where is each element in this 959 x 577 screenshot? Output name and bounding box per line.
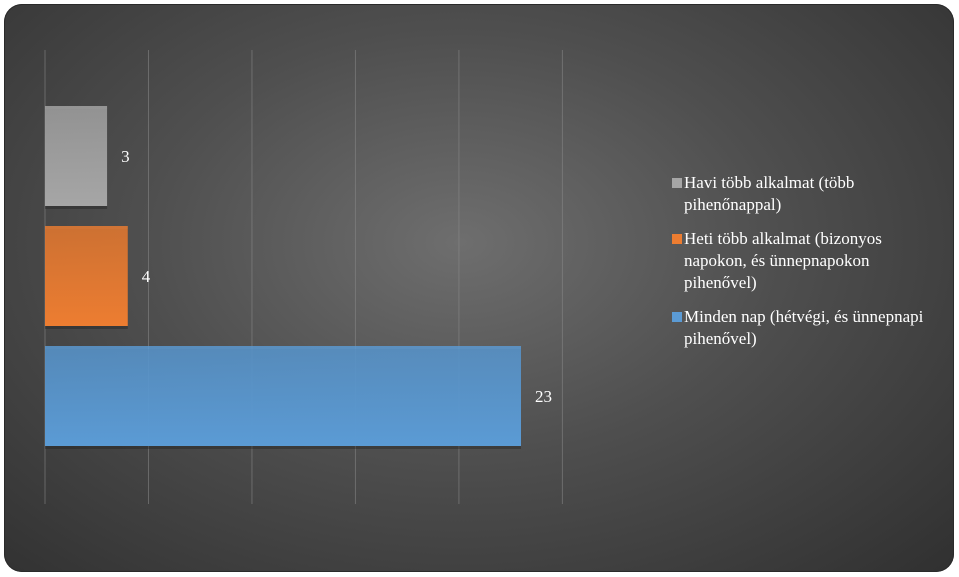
- bar-1: [45, 226, 128, 326]
- data-label-0: 3: [121, 147, 130, 166]
- legend-label-weekly: Heti több alkalmat (bizonyos napokon, és…: [684, 229, 882, 292]
- legend-item-daily: Minden nap (hétvégi, és ünnepnapi pihenő…: [672, 306, 942, 350]
- legend-swatch-monthly: [672, 178, 682, 188]
- legend-item-monthly: Havi több alkalmat (több pihenőnappal): [672, 172, 942, 216]
- chart-frame: 3 4 23 Havi több alkalmat (több pihenőnapp…: [4, 4, 954, 572]
- legend-item-weekly: Heti több alkalmat (bizonyos napokon, és…: [672, 228, 942, 294]
- data-label-1: 4: [142, 267, 151, 286]
- bar-0: [45, 106, 108, 206]
- legend-label-daily: Minden nap (hétvégi, és ünnepnapi pihenő…: [684, 307, 924, 348]
- legend-label-monthly: Havi több alkalmat (több pihenőnappal): [684, 173, 855, 214]
- data-label-2: 23: [535, 387, 552, 406]
- bar-2: [45, 346, 521, 446]
- legend-swatch-weekly: [672, 234, 682, 244]
- bar-chart: 3 4 23: [44, 50, 563, 504]
- legend: Havi több alkalmat (több pihenőnappal) H…: [672, 172, 942, 362]
- legend-swatch-daily: [672, 312, 682, 322]
